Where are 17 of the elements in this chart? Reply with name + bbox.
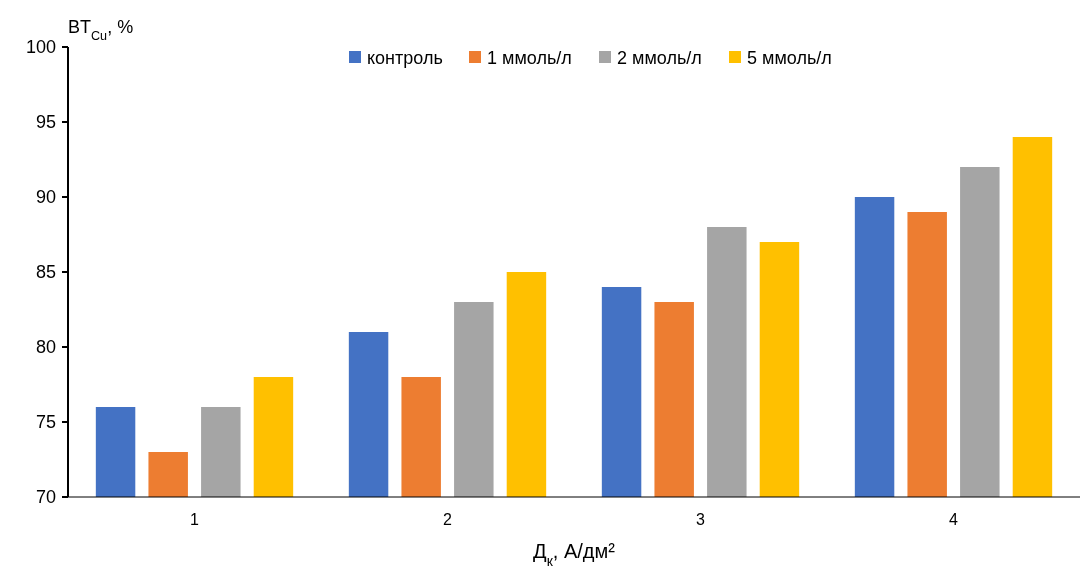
y-tick-label: 70: [35, 487, 56, 508]
x-tick-label: 1: [190, 511, 200, 528]
x-axis-title: Д$_{к}$, А/дм²: [533, 540, 616, 569]
legend-label: 5 ммоль/л: [747, 48, 832, 69]
y-tick-label: 85: [35, 262, 56, 283]
x-tick-label: 2: [443, 511, 453, 528]
y-tick-label: 90: [35, 187, 56, 208]
legend-label: 1 ммоль/л: [487, 48, 572, 69]
y-axis-title: BT$_{Cu}$, %: [68, 17, 134, 43]
y-tick-label: 100: [25, 37, 56, 58]
y-tick-label: 75: [35, 412, 56, 433]
x-tick-label: 3: [696, 511, 706, 528]
x-tick-label: 4: [949, 511, 959, 528]
y-tick-label: 80: [35, 337, 56, 358]
y-tick-label: 95: [35, 112, 56, 133]
legend-label: контроль: [367, 48, 443, 69]
legend-label: 2 ммоль/л: [617, 48, 702, 69]
